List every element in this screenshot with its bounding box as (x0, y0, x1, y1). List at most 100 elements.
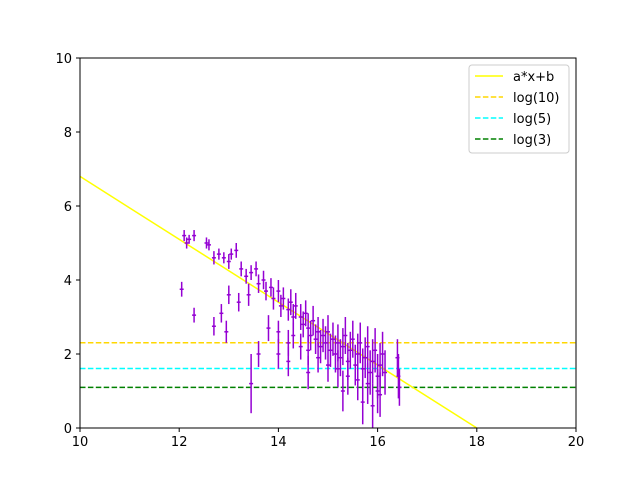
data-point (365, 326, 370, 367)
data-point (380, 331, 385, 377)
legend-label: a*x+b (513, 70, 554, 85)
data-point (206, 239, 211, 251)
data-point (333, 335, 338, 373)
data-point (211, 251, 216, 265)
data-point (338, 339, 343, 377)
plot-frame (79, 57, 577, 429)
data-point (365, 363, 370, 404)
data-point (254, 261, 259, 277)
data-point (348, 331, 353, 369)
data-point (249, 354, 254, 414)
data-point (353, 344, 358, 386)
legend-label: log(10) (513, 91, 560, 106)
data-point (281, 287, 286, 310)
data-point (360, 379, 365, 425)
data-point (370, 383, 375, 428)
y-tick-label: 6 (64, 200, 72, 215)
data-point (226, 254, 231, 269)
data-point (368, 350, 373, 395)
data-point (221, 252, 226, 264)
data-point (293, 292, 298, 319)
data-point (318, 329, 323, 364)
data-point (355, 359, 360, 401)
data-point (286, 346, 291, 377)
data-point (236, 292, 241, 312)
data-point (276, 280, 281, 303)
data-point (261, 270, 266, 290)
x-tick-label: 18 (469, 435, 486, 450)
data-point (340, 328, 345, 366)
data-point (370, 339, 375, 384)
data-point (298, 333, 303, 360)
data-point (350, 320, 355, 358)
data-point (378, 372, 383, 417)
data-point (187, 234, 192, 244)
data-point (323, 326, 328, 360)
data-point (363, 337, 368, 379)
data-point (211, 317, 216, 336)
y-tick-label: 8 (64, 126, 72, 141)
data-point (311, 305, 316, 336)
data-point (184, 237, 189, 249)
data-point (256, 341, 261, 367)
data-point (321, 318, 326, 353)
data-point (330, 322, 335, 356)
data-point (335, 350, 340, 388)
data-point (249, 265, 254, 280)
data-point (229, 248, 234, 260)
data-point (291, 322, 296, 349)
data-point (383, 350, 388, 395)
data-point (328, 333, 333, 367)
data-point (326, 315, 330, 349)
data-point (308, 320, 313, 351)
x-tick-label: 12 (171, 435, 188, 450)
legend-label: log(3) (513, 133, 551, 148)
data-point (246, 283, 251, 306)
data-point (316, 317, 321, 347)
y-tick-label: 2 (64, 348, 72, 363)
data-point (216, 248, 221, 260)
y-axis-ticks: 0 2 4 6 8 10 (55, 52, 80, 437)
data-point (234, 243, 239, 258)
data-point (276, 339, 281, 369)
x-tick-label: 20 (568, 435, 585, 450)
data-point (182, 230, 187, 242)
x-tick-label: 10 (72, 435, 89, 450)
data-point (358, 322, 363, 364)
data-point (192, 230, 197, 242)
data-point (326, 348, 330, 382)
data-point (256, 274, 261, 293)
data-point (288, 289, 293, 316)
data-point (375, 368, 380, 414)
data-point (397, 368, 402, 406)
data-point (219, 304, 224, 323)
data-point (340, 370, 345, 412)
data-point (239, 261, 244, 277)
legend: a*x+b log(10) log(5) log(3) (468, 64, 570, 154)
x-tick-label: 14 (270, 435, 287, 450)
data-point (244, 268, 249, 284)
x-tick-label: 16 (369, 435, 386, 450)
data-point (286, 298, 291, 321)
data-point (224, 320, 229, 343)
x-axis-ticks: 10 12 14 16 18 20 (72, 428, 585, 450)
data-point (373, 328, 378, 373)
data-point (345, 357, 350, 395)
data-point (192, 307, 197, 323)
data-points (179, 230, 402, 428)
y-tick-label: 0 (64, 422, 72, 437)
y-tick-label: 10 (55, 52, 72, 67)
data-point (313, 324, 318, 354)
data-point (298, 304, 303, 330)
data-point (268, 278, 273, 297)
data-point (278, 294, 283, 317)
data-point (303, 300, 308, 327)
data-point (264, 281, 268, 301)
data-point (226, 285, 231, 305)
data-point (179, 281, 184, 297)
data-point (343, 317, 348, 354)
data-point (204, 237, 209, 249)
y-tick-label: 4 (64, 274, 72, 289)
data-point (301, 311, 306, 338)
